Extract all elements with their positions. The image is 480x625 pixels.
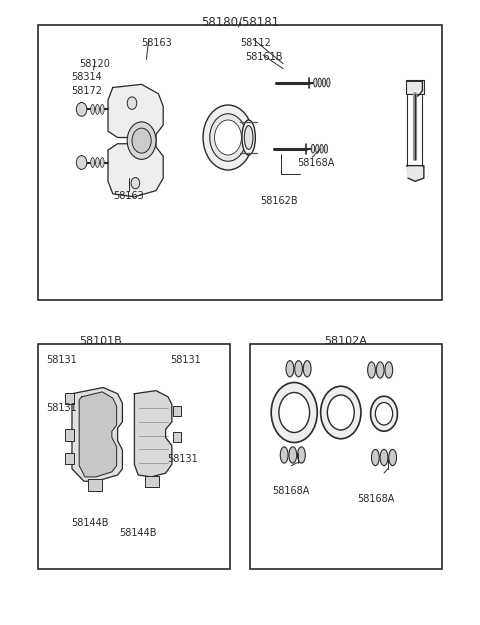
Ellipse shape — [295, 361, 302, 377]
Circle shape — [203, 105, 253, 170]
Ellipse shape — [303, 361, 311, 377]
Bar — [65, 429, 74, 441]
Bar — [38, 344, 230, 569]
Ellipse shape — [100, 104, 104, 114]
Ellipse shape — [100, 158, 104, 168]
Circle shape — [132, 128, 151, 153]
Ellipse shape — [385, 362, 393, 378]
Text: 58131: 58131 — [170, 355, 201, 365]
Text: 58180/58181: 58180/58181 — [201, 16, 279, 29]
Text: 58112: 58112 — [240, 38, 271, 48]
Bar — [65, 453, 74, 464]
Ellipse shape — [380, 449, 388, 466]
Bar — [145, 476, 159, 487]
Ellipse shape — [96, 158, 99, 168]
Ellipse shape — [326, 78, 330, 87]
Bar — [38, 25, 442, 300]
Circle shape — [215, 120, 241, 155]
Text: 58172: 58172 — [71, 86, 102, 96]
Ellipse shape — [311, 144, 315, 153]
Circle shape — [271, 382, 317, 442]
Text: 58144B: 58144B — [71, 518, 108, 528]
Circle shape — [279, 392, 310, 432]
Text: 58162B: 58162B — [261, 196, 298, 206]
Polygon shape — [407, 166, 424, 181]
Text: 58314: 58314 — [71, 72, 102, 82]
Ellipse shape — [96, 104, 99, 114]
Text: 58144B: 58144B — [119, 528, 156, 538]
Ellipse shape — [280, 447, 288, 463]
Circle shape — [76, 102, 87, 116]
Text: 58102A: 58102A — [324, 336, 367, 346]
Text: 58131: 58131 — [47, 403, 77, 413]
Bar — [173, 432, 181, 442]
Circle shape — [327, 395, 354, 430]
Bar — [88, 479, 102, 491]
Ellipse shape — [316, 144, 319, 153]
Ellipse shape — [376, 362, 384, 378]
Ellipse shape — [242, 120, 255, 155]
Bar — [173, 406, 181, 416]
Circle shape — [127, 97, 137, 109]
Circle shape — [321, 386, 361, 439]
Ellipse shape — [368, 362, 375, 378]
Bar — [250, 344, 442, 569]
Text: 58161B: 58161B — [245, 52, 282, 62]
Ellipse shape — [318, 78, 321, 87]
Text: 58101B: 58101B — [79, 336, 122, 346]
Ellipse shape — [289, 447, 297, 463]
Bar — [406, 80, 424, 94]
Ellipse shape — [322, 78, 325, 87]
Ellipse shape — [320, 144, 324, 153]
Ellipse shape — [286, 361, 294, 377]
Ellipse shape — [389, 449, 396, 466]
Ellipse shape — [244, 126, 253, 149]
Ellipse shape — [324, 144, 327, 153]
Circle shape — [76, 156, 87, 169]
Text: 58131: 58131 — [167, 454, 198, 464]
Text: 58168A: 58168A — [358, 494, 395, 504]
Circle shape — [375, 402, 393, 425]
Text: 58131: 58131 — [47, 355, 77, 365]
Ellipse shape — [91, 104, 95, 114]
Ellipse shape — [372, 449, 379, 466]
Circle shape — [210, 114, 246, 161]
Circle shape — [127, 122, 156, 159]
Ellipse shape — [298, 447, 305, 463]
Text: 58168A: 58168A — [298, 158, 335, 168]
Ellipse shape — [91, 158, 95, 168]
Bar — [65, 393, 74, 404]
Polygon shape — [79, 392, 117, 477]
Circle shape — [131, 177, 140, 189]
Text: 58163: 58163 — [113, 191, 144, 201]
Circle shape — [371, 396, 397, 431]
Polygon shape — [72, 388, 122, 481]
Polygon shape — [134, 391, 172, 477]
Text: 58163: 58163 — [142, 38, 172, 48]
Ellipse shape — [313, 78, 317, 87]
Polygon shape — [108, 84, 163, 197]
Text: 58120: 58120 — [79, 59, 110, 69]
Text: 58168A: 58168A — [272, 486, 310, 496]
